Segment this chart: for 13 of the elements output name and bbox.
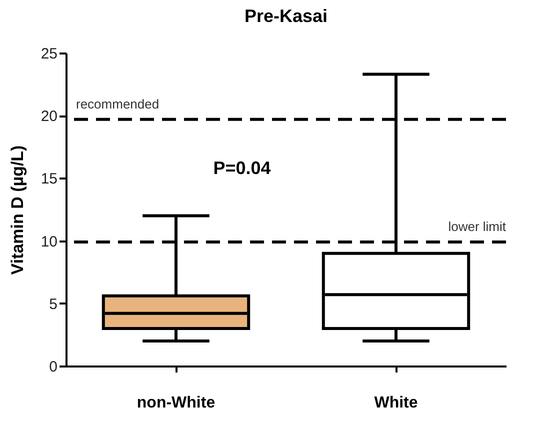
y-tick-label: 15 [40,170,58,188]
y-tick-label: 10 [40,233,58,250]
x-tick-label: White [374,394,418,412]
y-axis-title: Vitamin D (µg/L) [8,145,27,275]
y-tick-label: 20 [40,108,58,126]
x-tick-label: non-White [136,394,216,412]
ref-line-label: recommended [76,96,160,112]
y-tick-label: 25 [40,46,58,62]
annotation: P=0.04 [213,158,271,178]
y-tick-label: 0 [49,358,58,376]
y-tick-label: 5 [49,296,58,313]
ref-line-label: lower limit [448,219,506,234]
chart-title: Pre-Kasai [244,6,328,26]
